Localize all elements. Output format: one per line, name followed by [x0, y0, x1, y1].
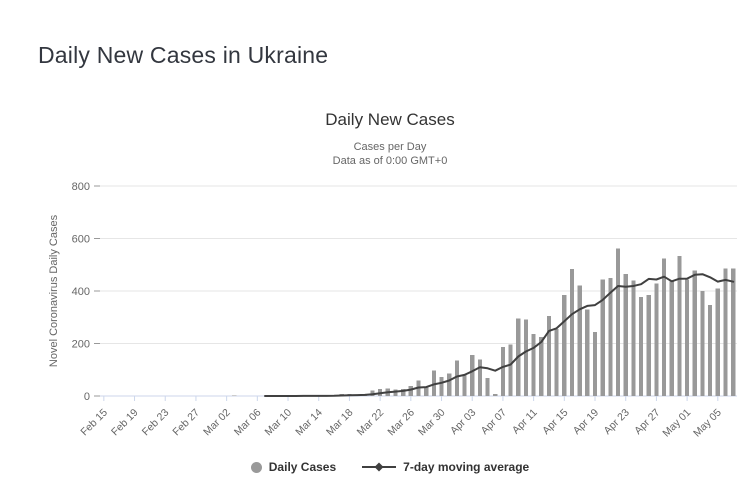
x-axis-label: Mar 10: [263, 407, 295, 439]
daily-cases-bar[interactable]: [531, 333, 536, 396]
x-axis-label: Apr 19: [571, 407, 601, 437]
y-axis-label: 800: [72, 181, 90, 193]
daily-cases-bar[interactable]: [708, 304, 713, 396]
daily-cases-bar[interactable]: [408, 385, 413, 396]
chart-legend: Daily Cases 7-day moving average: [38, 456, 742, 478]
daily-cases-bar[interactable]: [554, 328, 559, 396]
x-axis-label: Apr 27: [632, 407, 662, 437]
x-axis-label: Mar 30: [416, 407, 448, 439]
moving-average-line[interactable]: [264, 273, 735, 397]
x-axis-label: Feb 27: [170, 407, 202, 439]
x-axis-label: May 01: [660, 407, 693, 440]
daily-cases-bar[interactable]: [661, 258, 667, 396]
daily-cases-bar[interactable]: [646, 295, 651, 396]
daily-cases-bar[interactable]: [431, 370, 436, 396]
x-axis-label: Apr 23: [601, 407, 631, 437]
x-axis-label: Mar 22: [355, 407, 387, 439]
x-axis-label: Feb 19: [109, 407, 141, 439]
daily-cases-bar[interactable]: [508, 344, 513, 396]
daily-cases-bar[interactable]: [562, 295, 567, 396]
daily-cases-bar[interactable]: [638, 296, 644, 396]
daily-cases-bar[interactable]: [585, 309, 590, 397]
daily-cases-bar[interactable]: [700, 291, 705, 396]
y-axis-title: Novel Coronavirus Daily Cases: [48, 214, 60, 367]
x-axis-label: Mar 06: [232, 407, 264, 439]
daily-cases-bar[interactable]: [685, 279, 690, 396]
x-axis-label: Mar 18: [324, 407, 356, 439]
daily-cases-bar[interactable]: [615, 248, 621, 396]
daily-cases-bar[interactable]: [393, 389, 398, 396]
x-axis-label: Apr 07: [479, 407, 509, 437]
daily-cases-bar[interactable]: [669, 280, 674, 397]
page-title: Daily New Cases in Ukraine: [38, 42, 329, 68]
legend-label-daily-cases: Daily Cases: [268, 460, 337, 474]
legend-item-daily-cases[interactable]: Daily Cases: [250, 460, 337, 474]
daily-cases-marker-icon: [250, 461, 262, 473]
daily-cases-bar[interactable]: [470, 355, 475, 396]
daily-cases-bar[interactable]: [608, 277, 613, 397]
daily-cases-bar[interactable]: [447, 373, 452, 396]
daily-cases-bar[interactable]: [454, 360, 459, 396]
y-axis-label: 200: [72, 339, 90, 351]
x-axis-label: Apr 15: [540, 407, 570, 437]
daily-cases-bar[interactable]: [546, 315, 552, 396]
y-axis-label: 400: [72, 286, 90, 298]
legend-label-moving-average: 7-day moving average: [403, 460, 530, 474]
daily-cases-bar[interactable]: [592, 332, 598, 396]
moving-average-marker-icon: [362, 462, 397, 472]
y-axis-label: 0: [84, 391, 90, 403]
x-axis-label: Apr 03: [448, 407, 478, 437]
chart-title: Daily New Cases: [325, 110, 455, 129]
x-axis-label: Mar 02: [201, 407, 233, 439]
chart-subtitle-line1: Cases per Day: [353, 141, 427, 153]
daily-cases-bar[interactable]: [485, 377, 490, 396]
daily-cases-bar[interactable]: [623, 273, 628, 396]
x-axis-label: Mar 14: [293, 407, 325, 439]
x-axis-label: Mar 26: [385, 407, 417, 439]
daily-cases-bar[interactable]: [715, 288, 720, 396]
daily-cases-bar[interactable]: [723, 268, 728, 396]
daily-cases-bar[interactable]: [654, 283, 659, 396]
daily-cases-bar[interactable]: [539, 337, 544, 396]
daily-cases-bar[interactable]: [631, 280, 636, 397]
daily-cases-bar[interactable]: [424, 387, 429, 396]
daily-cases-bar[interactable]: [731, 268, 736, 396]
y-axis-label: 600: [72, 234, 90, 246]
daily-cases-bar[interactable]: [523, 319, 529, 396]
daily-cases-bar[interactable]: [477, 359, 482, 396]
x-axis-label: Feb 23: [140, 407, 172, 439]
legend-item-moving-average[interactable]: 7-day moving average: [362, 460, 529, 474]
daily-cases-bar[interactable]: [692, 270, 697, 396]
daily-cases-bar[interactable]: [677, 255, 682, 396]
daily-cases-bar[interactable]: [493, 393, 498, 396]
chart-subtitle-line2: Data as of 0:00 GMT+0: [332, 155, 448, 167]
x-axis-label: May 05: [691, 407, 724, 440]
x-axis-label: Apr 11: [510, 407, 540, 437]
daily-cases-bar[interactable]: [600, 279, 605, 396]
daily-cases-bar[interactable]: [462, 374, 467, 396]
x-axis-label: Feb 15: [78, 407, 110, 439]
daily-cases-bar[interactable]: [500, 346, 506, 396]
daily-cases-bar[interactable]: [569, 268, 575, 396]
daily-cases-bar[interactable]: [401, 388, 406, 396]
daily-cases-bar[interactable]: [577, 285, 582, 396]
daily-cases-bar[interactable]: [439, 377, 444, 396]
